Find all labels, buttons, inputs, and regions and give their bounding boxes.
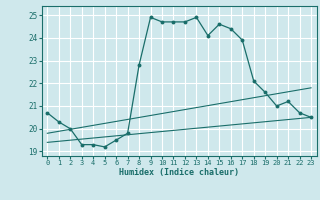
X-axis label: Humidex (Indice chaleur): Humidex (Indice chaleur) xyxy=(119,168,239,177)
